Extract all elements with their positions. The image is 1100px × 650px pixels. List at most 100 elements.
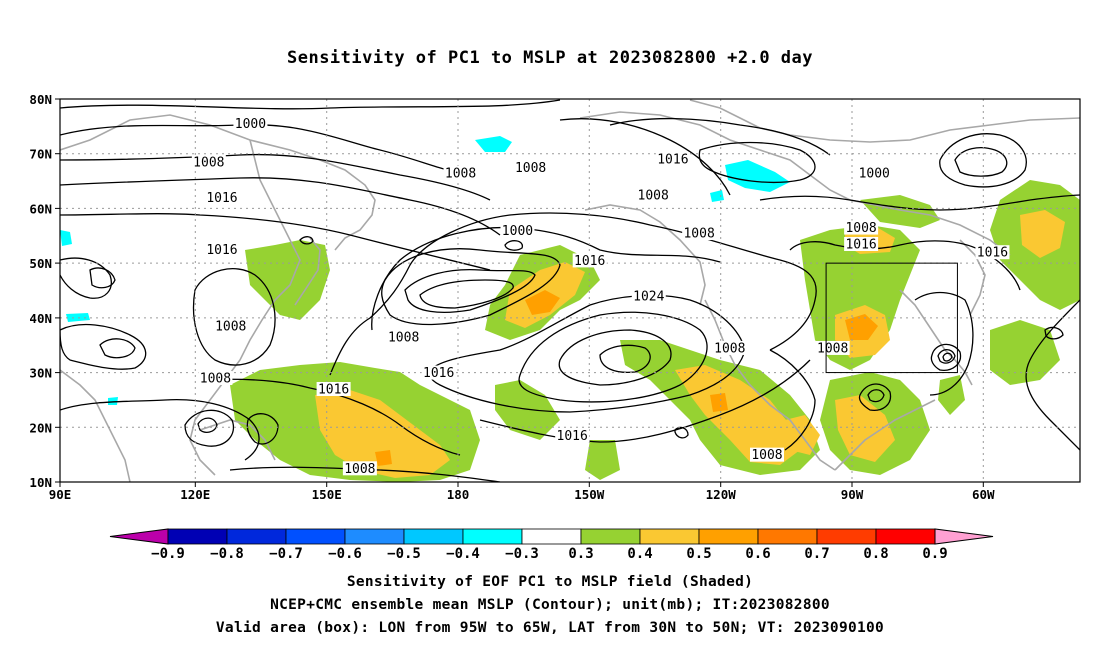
contour-label: 1008 (215, 320, 246, 335)
colorbar-segment (639, 528, 700, 545)
contour-label-bg (857, 165, 892, 180)
contour-label: 1008 (388, 331, 419, 346)
contour-label-bg (844, 236, 879, 251)
colorbar-high-end (934, 528, 994, 545)
contour-label: 1016 (845, 237, 876, 252)
colorbar-label: −0.4 (446, 546, 480, 562)
contour-label-bg (844, 220, 879, 235)
lat-label: 20N (29, 420, 52, 435)
contour-label-bg (513, 160, 548, 175)
contour-label: 1000 (502, 224, 533, 239)
colorbar-label: −0.5 (387, 546, 421, 562)
lon-label: 120W (706, 487, 737, 502)
graticule (60, 99, 1080, 482)
lat-label: 10N (29, 475, 52, 490)
colorbar-label: −0.8 (210, 546, 244, 562)
contour-label: 1016 (574, 254, 605, 269)
lon-label: 90E (49, 487, 72, 502)
contour-label: 1008 (193, 155, 224, 170)
contour-label-bg (386, 330, 421, 345)
colorbar-label: 0.5 (686, 546, 711, 562)
contour-label-bg (631, 288, 666, 303)
footer-line-3: Valid area (box): LON from 95W to 65W, L… (215, 620, 885, 636)
colorbar-label: 0.9 (922, 546, 947, 562)
contour-label: 1024 (633, 289, 664, 304)
coastlines (60, 99, 1080, 482)
colorbar-label: −0.6 (328, 546, 362, 562)
contour-label-bg (712, 340, 747, 355)
colorbar-segment (226, 528, 287, 545)
contour-label-bg (682, 226, 717, 241)
contour-label: 1000 (859, 166, 890, 181)
contour-label-bg (975, 245, 1010, 260)
lat-label: 70N (29, 147, 52, 162)
lon-label: 180 (447, 487, 470, 502)
colorbar-label: −0.7 (269, 546, 303, 562)
lon-label: 150E (312, 487, 342, 502)
lon-label: 150W (574, 487, 605, 502)
contour-label: 1008 (515, 161, 546, 176)
contour-label: 1008 (200, 372, 231, 387)
contour-label-bg (204, 242, 239, 257)
colorbar-label: 0.6 (745, 546, 770, 562)
colorbar-segment (757, 528, 818, 545)
axis-ticks (55, 98, 984, 487)
longitude-labels: 90E 120E 150E 180 150W 120W 90W 60W (49, 487, 995, 502)
latitude-labels: 80N 70N 60N 50N 40N 30N 20N 10N (29, 92, 52, 490)
plot-title: Sensitivity of PC1 to MSLP at 2023082800… (286, 48, 813, 68)
contour-label-bg (204, 190, 239, 205)
contour-label: 1016 (206, 191, 237, 206)
lon-label: 60W (972, 487, 995, 502)
valid-area-box (825, 262, 958, 374)
colorbar-segment (167, 528, 228, 545)
contour-label: 1008 (845, 221, 876, 236)
contour-label: 1016 (657, 153, 688, 168)
contour-label-bg (198, 371, 233, 386)
colorbar-segment (521, 528, 582, 545)
footer-line-1: Sensitivity of EOF PC1 to MSLP field (Sh… (346, 574, 754, 590)
colorbar-label: 0.8 (863, 546, 888, 562)
lat-label: 80N (29, 92, 52, 107)
colorbar-segment (403, 528, 464, 545)
lat-label: 30N (29, 366, 52, 381)
contour-label-bg (443, 165, 478, 180)
colorbar-segment (816, 528, 877, 545)
contour-label-bg (421, 365, 456, 380)
contour-label: 1016 (206, 243, 237, 258)
lat-label: 50N (29, 256, 52, 271)
colorbar-label: 0.4 (627, 546, 652, 562)
colorbar-segment (580, 528, 641, 545)
contour-label-bg (749, 447, 784, 462)
contour-label: 1008 (751, 448, 782, 463)
map-frame (59, 98, 1081, 483)
colorbar-low-end (109, 528, 169, 545)
lat-label: 40N (29, 311, 52, 326)
contour-label-bg (555, 428, 590, 443)
contour-label: 1008 (638, 188, 669, 203)
contour-label: 1016 (557, 429, 588, 444)
contour-label-bg (233, 116, 268, 131)
contour-label-bg (213, 319, 248, 334)
contour-label-bg (572, 253, 607, 268)
contour-label: 1008 (344, 462, 375, 477)
contour-label: 1016 (977, 246, 1008, 261)
contour-label: 1008 (445, 166, 476, 181)
colorbar: −0.9 −0.8 −0.7 −0.6 −0.5 −0.4 −0.3 0.3 0.4 0.5 0.6… (109, 528, 994, 562)
colorbar-segment (698, 528, 759, 545)
contour-label-bg (655, 152, 690, 167)
colorbar-segment (875, 528, 936, 545)
colorbar-label: −0.9 (151, 546, 185, 562)
contour-label-bg (316, 381, 351, 396)
lat-label: 60N (29, 201, 52, 216)
contour-label-bg (500, 223, 535, 238)
colorbar-label: 0.7 (804, 546, 829, 562)
contour-label-bg (342, 461, 377, 476)
colorbar-label: −0.3 (505, 546, 539, 562)
contour-label-bg (191, 154, 226, 169)
contour-label: 1008 (683, 227, 714, 242)
footer-line-2: NCEP+CMC ensemble mean MSLP (Contour); u… (270, 597, 830, 613)
contour-label: 1016 (318, 382, 349, 397)
colorbar-segment (285, 528, 346, 545)
